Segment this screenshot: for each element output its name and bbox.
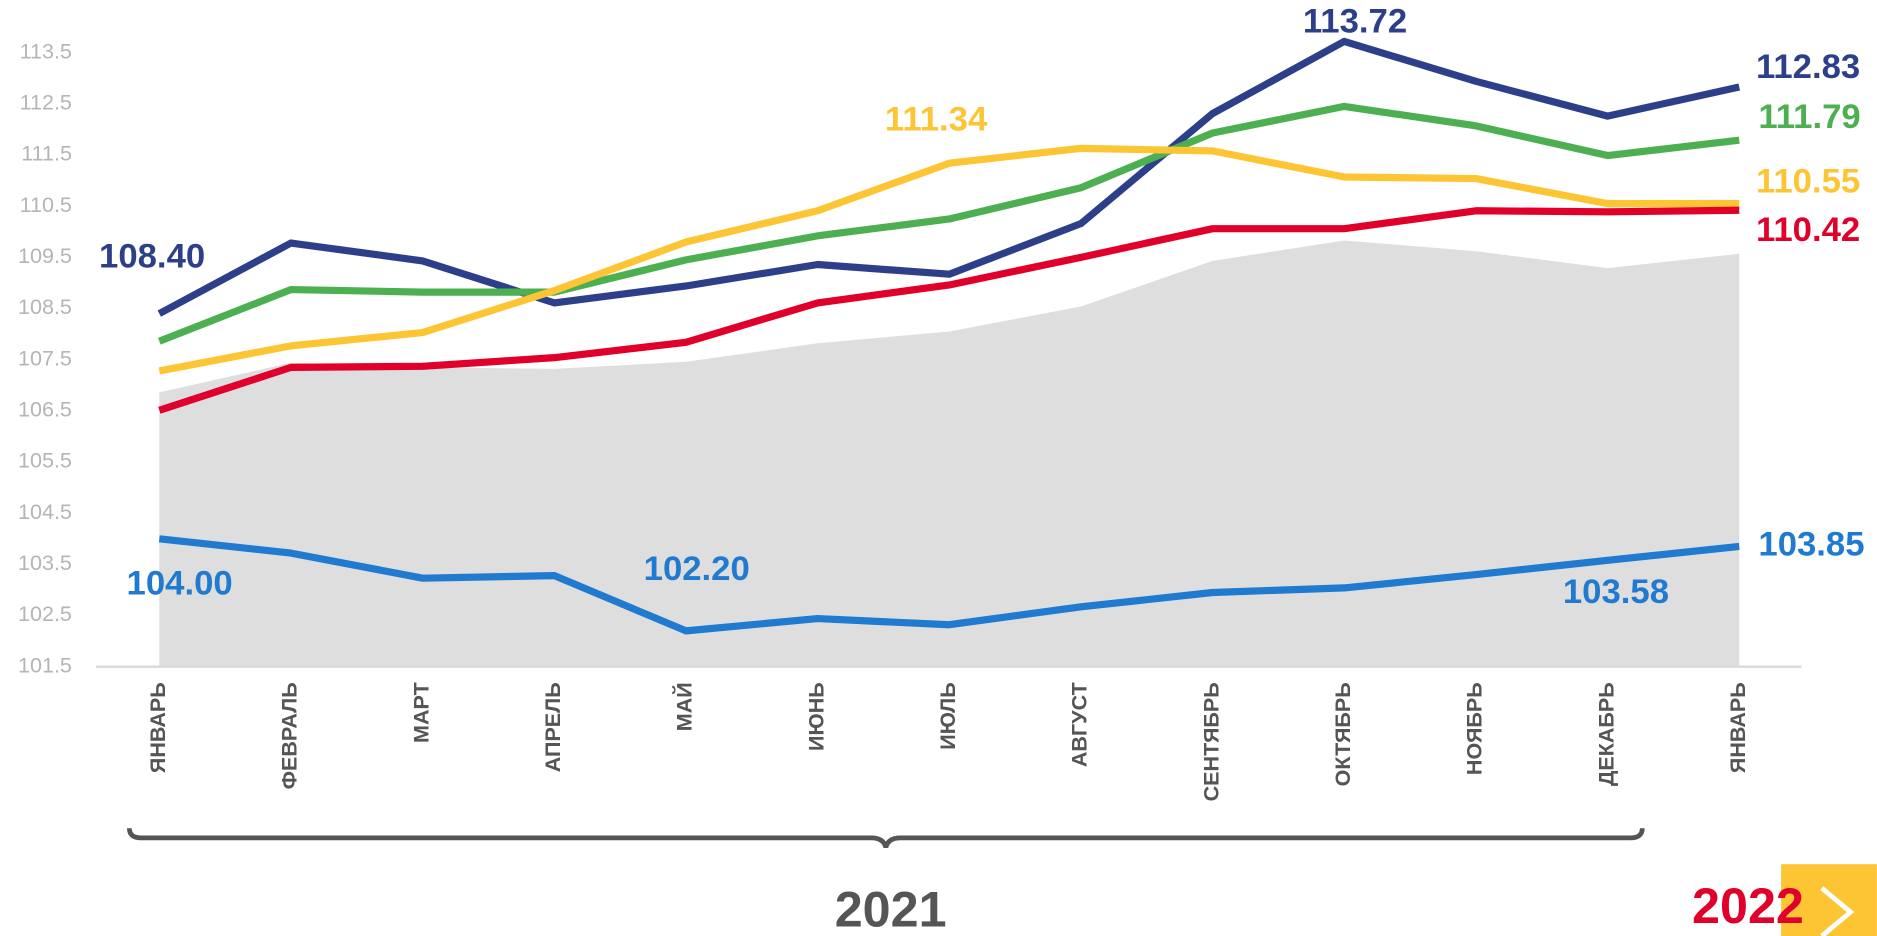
y-tick-label: 103.5 [18,551,72,575]
x-tick-label: ДЕКАБРЬ [1594,682,1618,786]
y-tick-label: 104.5 [18,500,72,524]
y-tick-label: 109.5 [18,244,72,268]
y-tick-label: 113.5 [20,39,72,63]
y-tick-label: 105.5 [18,449,72,473]
data-label: 113.72 [1303,3,1407,41]
line [158,144,1740,375]
x-tick-label: АВГУСТ [1068,682,1092,767]
area [159,240,1740,667]
x-tick-label: СЕНТЯБРЬ [1199,682,1223,801]
data-label: 104.00 [127,565,233,603]
year-label: 2022 [1692,877,1804,934]
y-tick-label: 106.5 [18,398,72,422]
year-label: 2021 [835,881,947,936]
data-label: 111.79 [1758,98,1860,136]
y-tick-label: 111.5 [21,142,72,166]
y-tick-label: 110.5 [20,193,72,217]
line [157,102,1740,345]
x-tick-label: ИЮНЬ [804,682,828,751]
data-label: 103.85 [1758,526,1864,564]
data-label: 102.20 [644,550,750,588]
line [158,206,1740,414]
x-tick-label: ЯНВАРЬ [146,682,170,773]
data-label: 110.42 [1756,211,1860,249]
year-brace [126,828,1645,849]
data-label: 112.83 [1756,48,1860,86]
y-tick-label: 102.5 [18,602,72,626]
data-label: 108.40 [99,238,205,276]
y-tick-label: 108.5 [18,295,72,319]
chevron [1820,886,1855,936]
y-tick-label: 112.5 [20,91,72,115]
data-label: 111.34 [885,100,988,138]
line [158,535,1740,635]
y-tick-label: 101.5 [18,653,72,677]
x-tick-label: НОЯБРЬ [1463,682,1487,775]
line [157,37,1741,317]
data-label: 103.58 [1563,573,1669,611]
x-tick-label: ЯНВАРЬ [1726,682,1750,773]
y-tick-label: 107.5 [18,346,72,370]
x-tick-label: ИЮЛЬ [936,682,960,749]
x-tick-label: ФЕВРАЛЬ [278,682,302,789]
x-tick-label: МАРТ [409,682,433,743]
x-tick-label: МАЙ [672,682,697,731]
x-tick-label: АПРЕЛЬ [541,682,565,772]
x-tick-label: ОКТЯБРЬ [1331,682,1355,786]
data-label: 110.55 [1756,162,1860,200]
next-button[interactable] [1781,864,1877,936]
